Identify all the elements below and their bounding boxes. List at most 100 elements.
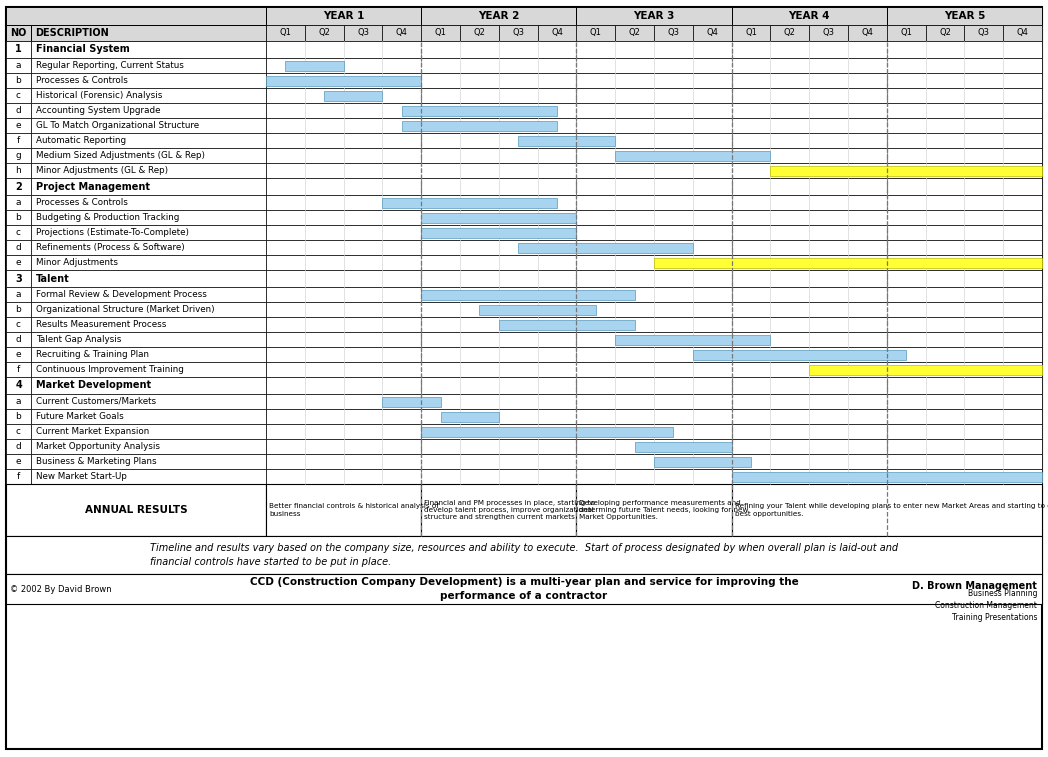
Text: Projections (Estimate-To-Complete): Projections (Estimate-To-Complete) (36, 228, 189, 237)
Text: 1: 1 (15, 45, 22, 55)
Bar (266, 210, 1042, 225)
Text: Q1: Q1 (435, 29, 446, 38)
Bar (266, 76, 421, 86)
Text: f: f (17, 136, 20, 145)
Bar (6, 454, 31, 469)
Bar (6, 439, 31, 454)
Text: c: c (16, 320, 21, 329)
Bar (421, 484, 576, 536)
Bar (266, 270, 1042, 287)
Text: Results Measurement Process: Results Measurement Process (36, 320, 167, 329)
Bar (6, 88, 31, 103)
Text: Talent: Talent (36, 273, 70, 284)
Text: Market Opportunity Analysis: Market Opportunity Analysis (36, 442, 160, 451)
Text: Refining your Talent while developing plans to enter new Market Areas and starti: Refining your Talent while developing pl… (735, 503, 1048, 517)
Bar (6, 118, 31, 133)
Text: Business & Marketing Plans: Business & Marketing Plans (36, 457, 156, 466)
Text: b: b (16, 305, 21, 314)
Bar (266, 255, 1042, 270)
Bar (654, 456, 751, 466)
Text: Q3: Q3 (978, 29, 989, 38)
Text: GL To Match Organizational Structure: GL To Match Organizational Structure (36, 121, 199, 130)
Text: Refinements (Process & Software): Refinements (Process & Software) (36, 243, 184, 252)
Bar (6, 317, 31, 332)
Bar (6, 178, 31, 195)
Bar (732, 7, 887, 25)
Bar (31, 347, 266, 362)
Text: Recruiting & Training Plan: Recruiting & Training Plan (36, 350, 149, 359)
Bar (6, 484, 266, 536)
Text: Minor Adjustments (GL & Rep): Minor Adjustments (GL & Rep) (36, 166, 168, 175)
Text: Q4: Q4 (706, 29, 718, 38)
Bar (6, 255, 31, 270)
Text: Historical (Forensic) Analysis: Historical (Forensic) Analysis (36, 91, 162, 100)
Bar (31, 133, 266, 148)
Text: YEAR 4: YEAR 4 (788, 11, 830, 21)
Bar (266, 7, 421, 25)
Text: e: e (16, 350, 21, 359)
Text: a: a (16, 61, 21, 70)
Text: New Market Start-Up: New Market Start-Up (36, 472, 127, 481)
Bar (654, 25, 693, 41)
Text: Organizational Structure (Market Driven): Organizational Structure (Market Driven) (36, 305, 215, 314)
Text: NO: NO (10, 28, 26, 38)
Bar (538, 25, 576, 41)
Text: e: e (16, 121, 21, 130)
Bar (6, 103, 31, 118)
Text: Project Management: Project Management (36, 182, 150, 192)
Bar (732, 472, 1042, 481)
Bar (6, 225, 31, 240)
Bar (266, 347, 1042, 362)
Bar (31, 317, 266, 332)
Bar (266, 240, 1042, 255)
Bar (31, 210, 266, 225)
Bar (31, 424, 266, 439)
Bar (6, 332, 31, 347)
Text: Q1: Q1 (900, 29, 912, 38)
Text: Q3: Q3 (512, 29, 524, 38)
Bar (6, 469, 31, 484)
Text: Q3: Q3 (668, 29, 679, 38)
Bar (6, 73, 31, 88)
Bar (31, 270, 266, 287)
Bar (421, 228, 576, 238)
Text: Better financial controls & historical analysis of
business: Better financial controls & historical a… (269, 503, 439, 517)
Text: f: f (17, 472, 20, 481)
Text: Accounting System Upgrade: Accounting System Upgrade (36, 106, 160, 115)
Text: Processes & Controls: Processes & Controls (36, 198, 128, 207)
Text: Q2: Q2 (474, 29, 485, 38)
Bar (266, 302, 1042, 317)
Bar (440, 412, 499, 422)
Text: c: c (16, 91, 21, 100)
Text: 2: 2 (15, 182, 22, 192)
Bar (770, 25, 809, 41)
Text: Formal Review & Development Process: Formal Review & Development Process (36, 290, 206, 299)
Bar (576, 7, 732, 25)
Bar (809, 25, 848, 41)
Bar (266, 439, 1042, 454)
Bar (31, 377, 266, 394)
Bar (615, 25, 654, 41)
Text: Q1: Q1 (280, 29, 291, 38)
Bar (6, 536, 1042, 574)
Text: e: e (16, 457, 21, 466)
Bar (693, 350, 907, 360)
Bar (31, 362, 266, 377)
Bar (31, 103, 266, 118)
Text: Budgeting & Production Tracking: Budgeting & Production Tracking (36, 213, 179, 222)
Text: c: c (16, 427, 21, 436)
Text: b: b (16, 213, 21, 222)
Text: Q2: Q2 (629, 29, 640, 38)
Bar (499, 25, 538, 41)
Text: D. Brown Management: D. Brown Management (912, 581, 1038, 591)
Text: Q2: Q2 (939, 29, 951, 38)
Text: Current Market Expansion: Current Market Expansion (36, 427, 149, 436)
Bar (266, 41, 1042, 58)
Text: f: f (17, 365, 20, 374)
Text: a: a (16, 290, 21, 299)
Bar (266, 394, 1042, 409)
Bar (266, 195, 1042, 210)
Bar (6, 58, 31, 73)
Bar (887, 25, 925, 41)
Bar (499, 319, 635, 329)
